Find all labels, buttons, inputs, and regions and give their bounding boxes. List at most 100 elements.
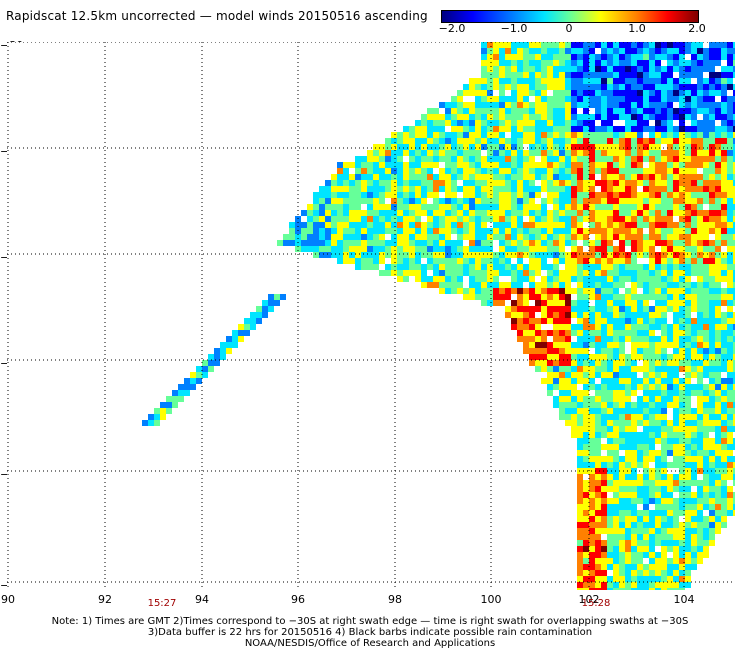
wind-cell bbox=[457, 162, 463, 168]
wind-cell bbox=[727, 204, 733, 210]
wind-cell bbox=[391, 186, 397, 192]
wind-cell bbox=[643, 102, 649, 108]
wind-cell bbox=[679, 150, 685, 156]
wind-cell bbox=[661, 390, 667, 396]
wind-cell bbox=[409, 234, 415, 240]
wind-cell bbox=[667, 546, 673, 552]
wind-cell bbox=[631, 468, 637, 474]
wind-cell bbox=[601, 276, 607, 282]
wind-cell bbox=[202, 372, 208, 378]
wind-cell bbox=[577, 576, 583, 582]
wind-cell bbox=[499, 240, 505, 246]
wind-difference-cells bbox=[142, 42, 735, 590]
wind-cell bbox=[727, 198, 733, 204]
wind-cell bbox=[673, 522, 679, 528]
wind-cell bbox=[505, 72, 511, 78]
wind-cell bbox=[697, 120, 703, 126]
wind-cell bbox=[595, 402, 601, 408]
wind-cell bbox=[685, 156, 691, 162]
wind-cell bbox=[655, 114, 661, 120]
wind-cell bbox=[685, 138, 691, 144]
wind-cell bbox=[667, 102, 673, 108]
wind-cell bbox=[643, 390, 649, 396]
wind-cell bbox=[649, 96, 655, 102]
wind-cell bbox=[505, 312, 511, 318]
wind-cell bbox=[529, 228, 535, 234]
wind-cell bbox=[679, 408, 685, 414]
wind-cell bbox=[469, 126, 475, 132]
wind-cell bbox=[619, 228, 625, 234]
wind-cell bbox=[709, 258, 715, 264]
wind-cell bbox=[697, 258, 703, 264]
wind-cell bbox=[589, 522, 595, 528]
wind-cell bbox=[529, 270, 535, 276]
wind-cell bbox=[613, 564, 619, 570]
wind-cell bbox=[409, 252, 415, 258]
wind-cell bbox=[703, 60, 709, 66]
wind-cell bbox=[691, 408, 697, 414]
wind-cell bbox=[673, 486, 679, 492]
wind-cell bbox=[697, 96, 703, 102]
wind-cell bbox=[673, 408, 679, 414]
wind-cell bbox=[607, 588, 613, 590]
wind-cell bbox=[319, 192, 325, 198]
wind-cell bbox=[727, 324, 733, 330]
wind-cell bbox=[319, 252, 325, 258]
wind-cell bbox=[469, 138, 475, 144]
wind-cell bbox=[685, 354, 691, 360]
wind-cell bbox=[613, 150, 619, 156]
wind-cell bbox=[493, 294, 499, 300]
wind-cell bbox=[685, 498, 691, 504]
wind-cell bbox=[649, 150, 655, 156]
wind-cell bbox=[553, 384, 559, 390]
wind-cell bbox=[505, 60, 511, 66]
wind-cell bbox=[685, 270, 691, 276]
wind-cell bbox=[523, 324, 529, 330]
wind-cell bbox=[673, 396, 679, 402]
wind-cell bbox=[571, 342, 577, 348]
wind-cell bbox=[733, 354, 735, 360]
wind-cell bbox=[661, 78, 667, 84]
wind-cell bbox=[643, 516, 649, 522]
wind-cell bbox=[655, 258, 661, 264]
wind-cell bbox=[679, 324, 685, 330]
wind-cell bbox=[709, 408, 715, 414]
wind-cell bbox=[727, 114, 733, 120]
wind-cell bbox=[697, 480, 703, 486]
wind-cell bbox=[643, 330, 649, 336]
wind-cell bbox=[625, 198, 631, 204]
wind-cell bbox=[655, 492, 661, 498]
wind-cell bbox=[721, 270, 727, 276]
wind-cell bbox=[703, 456, 709, 462]
wind-cell bbox=[661, 546, 667, 552]
wind-cell bbox=[457, 144, 463, 150]
wind-cell bbox=[661, 288, 667, 294]
wind-cell bbox=[553, 396, 559, 402]
wind-cell bbox=[655, 180, 661, 186]
wind-cell bbox=[313, 234, 319, 240]
wind-cell bbox=[607, 576, 613, 582]
wind-cell bbox=[517, 288, 523, 294]
wind-cell bbox=[607, 462, 613, 468]
wind-cell bbox=[559, 378, 565, 384]
wind-cell bbox=[577, 528, 583, 534]
footnote-line: Note: 1) Times are GMT 2)Times correspon… bbox=[51, 616, 689, 627]
wind-cell bbox=[691, 270, 697, 276]
wind-cell bbox=[631, 168, 637, 174]
wind-cell bbox=[529, 108, 535, 114]
wind-cell bbox=[529, 204, 535, 210]
wind-cell bbox=[577, 216, 583, 222]
wind-cell bbox=[727, 210, 733, 216]
footnote-line: NOAA/NESDIS/Office of Research and Appli… bbox=[244, 638, 496, 649]
wind-cell bbox=[655, 570, 661, 576]
wind-cell bbox=[637, 498, 643, 504]
wind-cell bbox=[727, 336, 733, 342]
wind-cell bbox=[631, 288, 637, 294]
wind-cell bbox=[595, 192, 601, 198]
wind-cell bbox=[697, 150, 703, 156]
wind-cell bbox=[655, 312, 661, 318]
wind-cell bbox=[349, 216, 355, 222]
wind-cell bbox=[595, 588, 601, 590]
wind-cell bbox=[214, 360, 220, 366]
wind-cell bbox=[451, 198, 457, 204]
